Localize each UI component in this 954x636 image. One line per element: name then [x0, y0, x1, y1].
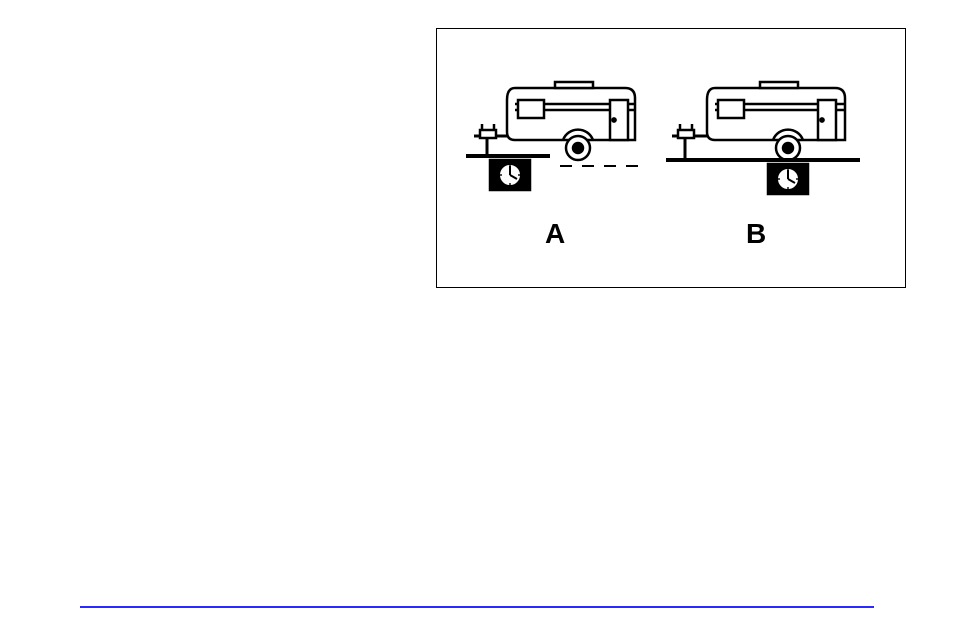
trailer-a-svg	[460, 78, 660, 218]
bottom-rule	[80, 606, 874, 608]
trailer-b-svg	[660, 78, 870, 218]
trailer-b	[660, 78, 870, 218]
label-b: B	[746, 218, 766, 250]
page: A B	[0, 0, 954, 636]
label-a: A	[545, 218, 565, 250]
trailer-a	[460, 78, 660, 218]
